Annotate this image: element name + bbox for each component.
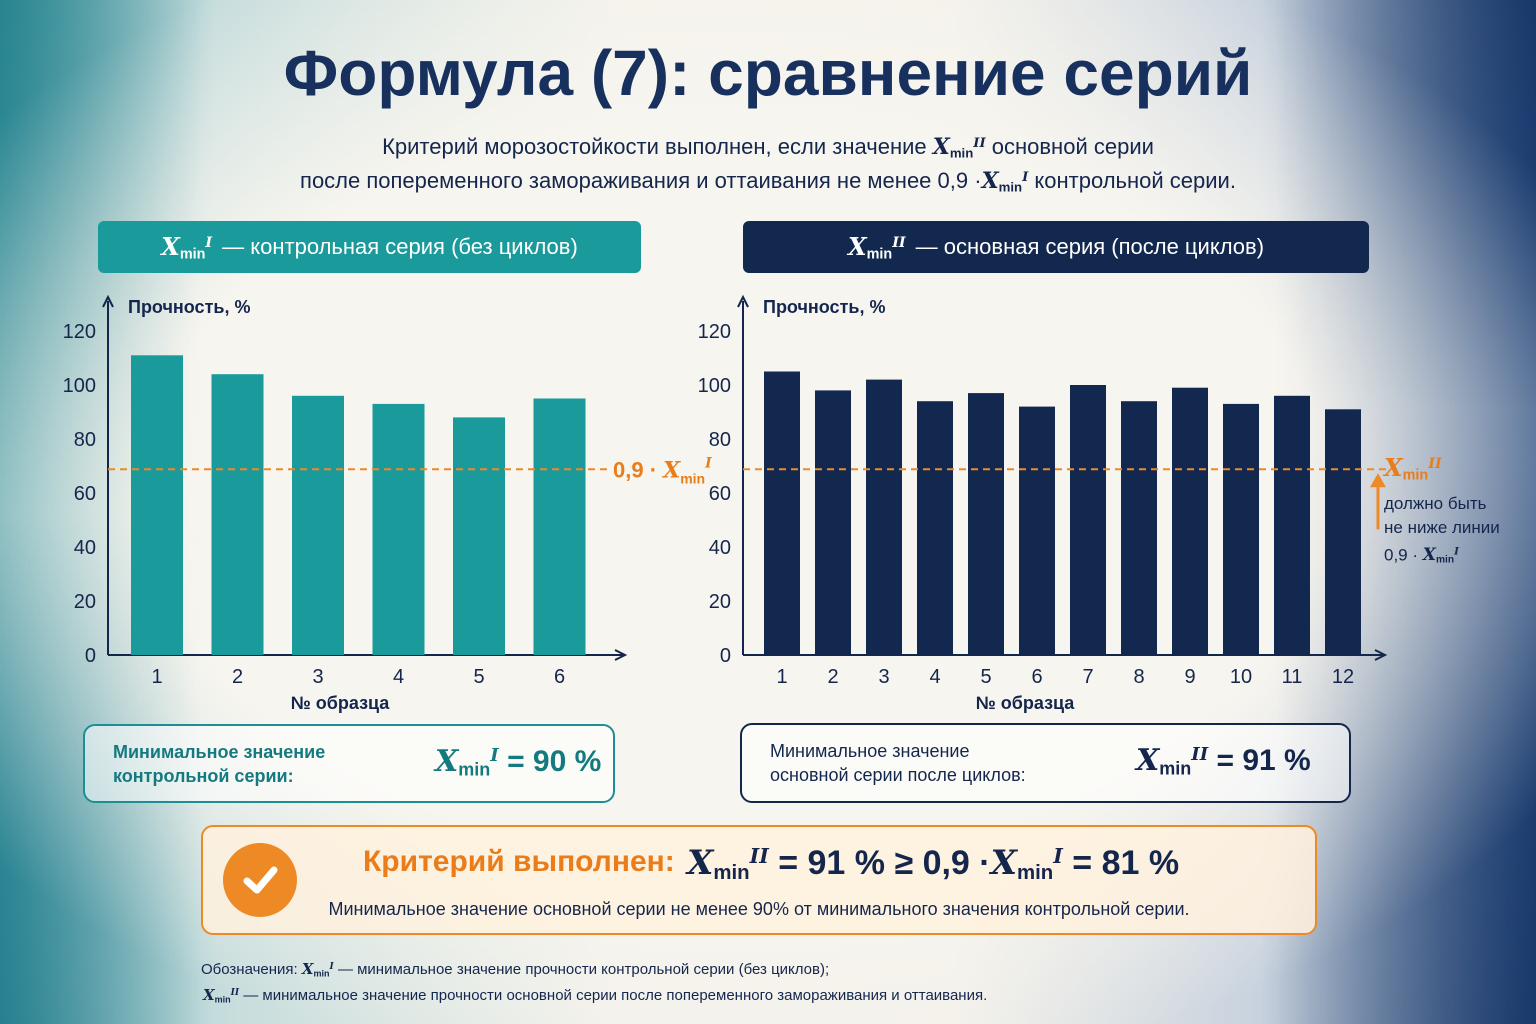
- y-tick-label: 0: [85, 645, 96, 667]
- x-axis-arrow: [614, 649, 628, 661]
- symbol-xmin-ii: XminII: [932, 134, 986, 161]
- x-tick-label: 9: [1184, 666, 1195, 688]
- control-series-chart: Прочность, % 0 20 40 60 80 100 120 1 2 3 4 5 6 № образ…: [63, 294, 712, 713]
- x-tick-label: 2: [827, 666, 838, 688]
- x-tick-label: 2: [232, 666, 243, 688]
- y-tick-label: 80: [74, 429, 96, 451]
- y-tick-label: 80: [709, 429, 731, 451]
- side-note-line: 0,9 · XminI: [1384, 545, 1459, 566]
- y-tick-label: 20: [74, 591, 96, 613]
- result-panel: Критерий выполнен: XminII = 91 % ≥ 0,9 ·…: [201, 825, 1317, 935]
- bar: [1172, 387, 1208, 655]
- up-arrow-head-icon: [1370, 473, 1386, 488]
- bar: [533, 398, 586, 655]
- result-formula: XminII = 91 % ≥ 0,9 ·XminI = 81 %: [687, 843, 1180, 885]
- main-series-label: — основная серия (после циклов): [915, 234, 1265, 259]
- bar: [1019, 406, 1055, 655]
- y-tick-label: 40: [709, 537, 731, 559]
- x-tick-label: 4: [393, 666, 404, 688]
- bar: [764, 371, 800, 655]
- bar: [815, 390, 851, 655]
- bar: [1223, 403, 1259, 655]
- result-note: Минимальное значение основной серии не м…: [328, 899, 1190, 919]
- y-axis-title: Прочность, %: [763, 297, 885, 317]
- main-min-label: Минимальное значение основной серии после…: [770, 741, 1026, 785]
- y-axis-arrow: [102, 294, 114, 308]
- x-axis-title: № образца: [291, 693, 391, 713]
- bar: [1325, 409, 1361, 655]
- y-tick-label: 20: [709, 591, 731, 613]
- main-min-box: Минимальное значение основной серии после…: [740, 723, 1351, 803]
- bar: [292, 395, 344, 655]
- subtitle-text: основной серии: [991, 134, 1154, 159]
- x-tick-label: 10: [1230, 666, 1252, 688]
- page-title: Формула (7): сравнение серий: [283, 37, 1253, 109]
- x-tick-label: 6: [554, 666, 565, 688]
- y-tick-label: 40: [74, 537, 96, 559]
- bar: [866, 379, 902, 655]
- side-note-symbol: XminII: [1384, 452, 1442, 484]
- subtitle-text: Критерий морозостойкости выполнен, если …: [382, 134, 927, 159]
- threshold-label: 0,9 · XminI: [613, 455, 712, 486]
- control-series-label: — контрольная серия (без циклов): [222, 234, 578, 259]
- check-icon: [223, 843, 297, 917]
- legend-line-2: XminII — минимальное значение прочности …: [203, 986, 988, 1005]
- control-min-box: Минимальное значение контрольной серии: X…: [83, 724, 615, 803]
- side-note-line: не ниже линии: [1384, 517, 1500, 537]
- control-min-label: Минимальное значение контрольной серии:: [113, 742, 326, 786]
- subtitle-line-1: Критерий морозостойкости выполнен, если …: [0, 134, 1536, 160]
- y-tick-label: 100: [698, 375, 731, 397]
- x-tick-label: 12: [1332, 666, 1354, 688]
- side-note: XminII должно быть не ниже линии 0,9 · X…: [1384, 452, 1500, 573]
- bar: [968, 393, 1004, 655]
- bar: [1274, 395, 1310, 655]
- y-axis-title: Прочность, %: [128, 297, 250, 317]
- bar: [1070, 385, 1106, 655]
- result-heading: Критерий выполнен:: [363, 845, 675, 878]
- x-tick-label: 11: [1282, 666, 1303, 688]
- x-tick-label: 7: [1082, 666, 1093, 688]
- x-tick-label: 6: [1031, 666, 1042, 688]
- x-tick-label: 3: [312, 666, 323, 688]
- bar: [131, 355, 183, 655]
- symbol-xmin-i: XminI: [981, 168, 1029, 195]
- subtitle-line-2: после попеременного замораживания и отта…: [0, 168, 1536, 194]
- y-tick-label: 120: [698, 321, 731, 343]
- x-axis-arrow: [1374, 649, 1388, 661]
- y-tick-label: 100: [63, 375, 96, 397]
- x-tick-label: 8: [1133, 666, 1144, 688]
- x-tick-label: 1: [151, 666, 162, 688]
- bar: [453, 417, 505, 655]
- subtitle-text: после попеременного замораживания и отта…: [300, 168, 982, 193]
- main-series-header: XminII — основная серия (после циклов): [743, 221, 1369, 273]
- control-min-value: XminI = 90 %: [435, 744, 602, 780]
- y-tick-label: 0: [720, 645, 731, 667]
- bar: [917, 401, 953, 655]
- side-note-line: должно быть: [1384, 493, 1487, 513]
- subtitle-text: контрольной серии.: [1034, 168, 1236, 193]
- x-tick-label: 1: [776, 666, 787, 688]
- control-series-header: XminI — контрольная серия (без циклов): [98, 221, 641, 273]
- y-tick-label: 120: [63, 321, 96, 343]
- bar: [1121, 401, 1157, 655]
- y-tick-label: 60: [74, 483, 96, 505]
- main-min-value: XminII = 91 %: [1136, 743, 1311, 779]
- x-tick-label: 5: [980, 666, 991, 688]
- bar: [372, 403, 425, 655]
- y-tick-label: 60: [709, 483, 731, 505]
- x-tick-label: 5: [473, 666, 484, 688]
- y-axis-arrow: [737, 294, 749, 308]
- frost-right-decoration: [1276, 0, 1536, 1024]
- x-tick-label: 3: [878, 666, 889, 688]
- x-axis-title: № образца: [976, 693, 1076, 713]
- bar: [211, 374, 264, 655]
- legend-line-1: Обозначения: XminI — минимальное значени…: [201, 960, 830, 979]
- x-tick-label: 4: [929, 666, 940, 688]
